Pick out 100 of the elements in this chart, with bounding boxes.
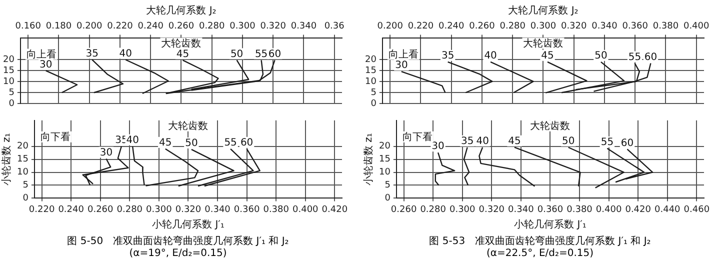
series-label: 40 [126, 134, 139, 146]
x-tick-label: 0.220 [408, 22, 434, 32]
x-tick-label: 0.420 [625, 204, 652, 215]
series-label: 45 [176, 48, 190, 60]
x-tick-label: 0.380 [652, 22, 679, 32]
series-label: 50 [562, 136, 575, 147]
series-label: 35 [86, 48, 98, 60]
series-label: 30 [100, 147, 113, 158]
series-label: 45 [541, 50, 554, 62]
text: (α=22.5°, E/d₂=0.15) [485, 248, 595, 259]
annotation: 大轮齿数 [161, 37, 202, 50]
series-label: 35 [460, 136, 474, 147]
series-label: 45 [159, 138, 172, 149]
y-tick-label: 15 [365, 66, 376, 76]
y-tick-label: 20 [17, 142, 29, 152]
y-tick-label: 20 [3, 55, 15, 66]
y-tick-label: 5 [370, 88, 376, 98]
series-label: 50 [185, 138, 198, 150]
x-tick-label: 0.300 [230, 22, 256, 32]
series-label: 55 [224, 138, 237, 149]
series-label: 30 [395, 60, 408, 72]
x-tick-label: 0.380 [263, 204, 290, 215]
y-tick-label: 5 [384, 180, 390, 191]
y-tick-label: 5 [8, 88, 14, 98]
x-tick-label: 0.280 [420, 204, 446, 215]
y-tick-label: 20 [379, 142, 391, 152]
x-axis-title: 小轮几何系数 J′₁ [152, 218, 224, 231]
series-label: 35 [441, 50, 454, 62]
x-tick-label: 0.400 [683, 22, 710, 32]
annotation: 大轮齿数 [523, 37, 564, 50]
series-label: 45 [508, 136, 521, 147]
x-tick-label: 0.280 [500, 22, 526, 32]
y-tick-label: 15 [3, 66, 14, 76]
y-tick-label: 0 [370, 98, 377, 109]
x-tick-label: 0.320 [260, 22, 286, 32]
series-label: 60 [268, 48, 282, 60]
y-tick-label: 0 [22, 194, 29, 204]
text: (α=19°, E/d₂=0.15) [128, 248, 228, 259]
text: 图 5-50 准双曲面齿轮弯曲强度几何系数 J′₁ 和 J₂ [66, 234, 290, 248]
x-tick-label: 0.220 [107, 22, 134, 32]
x-tick-label: 0.280 [198, 22, 226, 32]
x-tick-label: 0.280 [116, 204, 143, 215]
series-label: 55 [254, 48, 268, 60]
x-tick-label: 0.420 [322, 204, 348, 215]
y-axis-title: 小轮齿数 z₁ [362, 133, 375, 186]
y-tick-label: 10 [17, 168, 29, 178]
x-tick-label: 0.320 [478, 204, 505, 215]
text: 图 5-53 准双曲面齿轮弯曲强度几何系数 J′₁ 和 J₂ [428, 234, 652, 248]
y-tick-label: 10 [3, 77, 15, 88]
x-tick-label: 0.200 [377, 22, 404, 32]
x-tick-label: 0.340 [508, 204, 534, 215]
annotation: 大轮齿数 [530, 120, 570, 132]
x-tick-label: 0.260 [390, 204, 417, 215]
x-tick-label: 0.300 [530, 22, 556, 32]
series-label: 30 [432, 141, 444, 152]
y-tick-label: 15 [379, 154, 390, 165]
annotation: 向上看 [388, 48, 418, 60]
y-axis-title: 小轮齿数 z₁ [0, 133, 13, 186]
x-tick-label: 0.180 [46, 22, 72, 32]
x-axis-title: 大轮几何系数 J₂ [508, 4, 578, 17]
x-tick-label: 0.260 [168, 22, 194, 32]
series-label: 50 [230, 48, 244, 60]
annotation: 大轮齿数 [168, 120, 208, 132]
y-tick-label: 15 [17, 154, 28, 165]
x-tick-label: 0.340 [204, 204, 231, 215]
x-tick-label: 0.260 [87, 204, 114, 215]
x-tick-label: 0.320 [175, 204, 202, 215]
x-tick-label: 0.200 [76, 22, 103, 32]
y-tick-label: 10 [365, 77, 377, 88]
series-label: 55 [600, 137, 614, 148]
x-tick-label: 0.440 [654, 204, 681, 215]
series-label: 40 [476, 136, 489, 147]
y-tick-label: 20 [365, 55, 377, 66]
x-tick-label: 0.340 [592, 22, 618, 32]
x-tick-label: 0.400 [596, 204, 622, 215]
y-tick-label: 5 [22, 180, 28, 191]
x-tick-label: 0.240 [438, 22, 465, 32]
series-label: 60 [620, 138, 634, 149]
x-tick-label: 0.460 [684, 204, 710, 215]
x-tick-label: 0.300 [449, 204, 476, 215]
x-tick-label: 0.300 [146, 204, 172, 215]
x-tick-label: 0.160 [15, 22, 42, 32]
series-label: 60 [644, 52, 658, 63]
x-axis-title: 大轮几何系数 J₂ [146, 4, 216, 17]
series-label: 60 [240, 138, 254, 149]
annotation: 向下看 [402, 130, 432, 143]
series-label: 40 [119, 48, 132, 60]
x-tick-label: 0.360 [622, 22, 648, 32]
x-tick-label: 0.340 [290, 22, 317, 32]
x-tick-label: 0.36 [324, 22, 345, 32]
y-tick-label: 10 [379, 168, 391, 178]
x-tick-label: 0.320 [560, 22, 588, 32]
x-tick-label: 0.380 [566, 204, 593, 215]
x-tick-label: 0.240 [138, 22, 164, 32]
annotation: 向下看 [40, 130, 70, 143]
series-label: 40 [484, 50, 497, 62]
x-tick-label: 0.240 [58, 204, 84, 215]
series-label: 55 [628, 52, 642, 63]
x-axis-title: 小轮几何系数 J′₁ [514, 218, 586, 231]
y-tick-label: 0 [8, 98, 15, 109]
